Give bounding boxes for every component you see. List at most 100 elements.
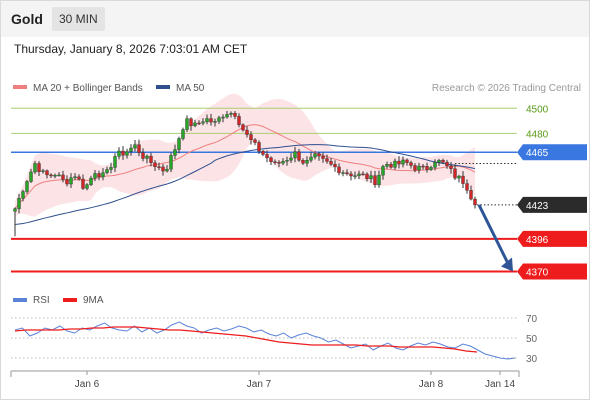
candle-body [405, 159, 409, 163]
candle-body [225, 114, 229, 118]
candle [161, 164, 165, 176]
candle-body [353, 175, 357, 177]
candle [109, 162, 113, 174]
candle-body [117, 150, 121, 157]
candle [25, 180, 29, 194]
timeframe-button[interactable]: 30 MIN [52, 7, 105, 31]
candle-body [333, 164, 337, 168]
candle [309, 152, 313, 163]
candle-body [389, 164, 393, 168]
candle-body [369, 175, 373, 180]
candle-body [57, 174, 61, 177]
candle-body [233, 112, 237, 117]
x-tick-label: Jan 14 [485, 379, 515, 390]
candle [45, 169, 49, 179]
candle [381, 164, 385, 180]
candle-body [205, 118, 209, 123]
candle-body [109, 167, 113, 170]
ma20-legend-label: MA 20 + Bollinger Bands [33, 83, 143, 94]
candle [205, 114, 209, 125]
candle-body [309, 156, 313, 161]
candle [121, 146, 125, 160]
candle [385, 161, 389, 169]
candle [41, 168, 45, 174]
candle [345, 169, 349, 176]
projection-arrow-shaft [477, 204, 510, 265]
candle-body [253, 139, 257, 143]
candle-body [165, 168, 169, 172]
candle-body [261, 151, 265, 155]
candle-body [453, 168, 457, 179]
candle [29, 168, 33, 184]
candle [141, 148, 145, 162]
candle [453, 164, 457, 180]
candle-body [229, 112, 233, 115]
candle-body [441, 160, 445, 163]
candle-body [249, 134, 253, 141]
bollinger-band [15, 93, 475, 217]
candle [437, 158, 441, 166]
candle [229, 111, 233, 118]
candle-body [141, 152, 145, 159]
level-tag-4370 [517, 263, 587, 280]
candle [209, 113, 213, 126]
candle [253, 138, 257, 146]
candle [145, 154, 149, 164]
candle-body [177, 138, 181, 150]
candle-body [149, 155, 153, 163]
candle [425, 162, 429, 173]
rsi-tick-50: 50 [526, 334, 538, 345]
candle-body [313, 153, 317, 158]
candle [89, 175, 93, 187]
candle [65, 175, 69, 187]
candle-body [61, 174, 65, 180]
candle-body [325, 158, 329, 162]
candle [37, 161, 41, 176]
candle [445, 159, 449, 169]
candle-body [349, 173, 353, 177]
level-tag-4396 [517, 230, 587, 247]
candle-body [181, 129, 185, 139]
candle [213, 118, 217, 127]
candle-body [449, 165, 453, 169]
candle-body [337, 166, 341, 174]
level-label-4465: 4465 [526, 148, 549, 159]
candle-body [185, 118, 189, 130]
candle [105, 166, 109, 175]
candle [349, 171, 353, 181]
candle-body [29, 171, 33, 182]
candle-body [409, 162, 413, 166]
candle [73, 173, 77, 181]
candle [397, 156, 401, 169]
candle [365, 172, 369, 182]
candle [273, 159, 277, 165]
candle-body [245, 129, 249, 135]
level-tag-4465 [517, 144, 587, 161]
candle-body [461, 175, 465, 184]
candle-body [189, 118, 193, 127]
candle-body [101, 172, 105, 178]
candle [401, 156, 405, 168]
candle [321, 152, 325, 163]
candle [441, 158, 445, 164]
candle-body [89, 177, 93, 185]
candle [457, 174, 461, 183]
candle [285, 156, 289, 166]
candle-body [201, 121, 205, 124]
candle-body [377, 174, 381, 185]
candle [173, 144, 177, 160]
candle [153, 159, 157, 171]
candle-body [469, 190, 473, 200]
candle [81, 174, 85, 190]
candle [101, 168, 105, 181]
instrument-title: Gold [11, 11, 43, 27]
candle [265, 150, 269, 163]
candle-body [445, 162, 449, 167]
candle [469, 185, 473, 201]
candle-body [413, 165, 417, 171]
rsi-tick-30: 30 [526, 354, 538, 365]
candle-body [221, 116, 225, 119]
candle [465, 179, 469, 194]
